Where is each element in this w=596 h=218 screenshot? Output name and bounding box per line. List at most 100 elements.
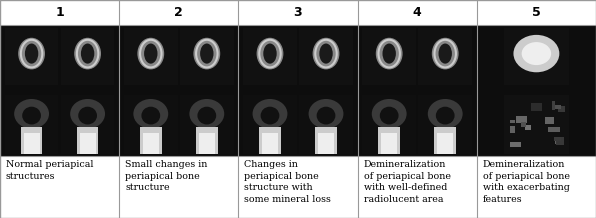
Bar bbox=[545, 102, 556, 110]
Bar bbox=[318, 133, 334, 154]
Ellipse shape bbox=[428, 99, 462, 129]
Bar bbox=[5, 95, 58, 154]
Ellipse shape bbox=[380, 107, 399, 124]
Text: 5: 5 bbox=[532, 6, 541, 19]
Ellipse shape bbox=[372, 99, 406, 129]
Bar bbox=[238, 25, 358, 156]
Ellipse shape bbox=[81, 44, 94, 64]
Ellipse shape bbox=[436, 107, 455, 124]
Bar bbox=[77, 128, 98, 154]
Bar bbox=[358, 156, 477, 218]
Bar bbox=[381, 133, 398, 154]
Text: 2: 2 bbox=[175, 6, 183, 19]
Ellipse shape bbox=[309, 99, 343, 129]
Bar bbox=[437, 133, 454, 154]
Bar bbox=[358, 0, 477, 25]
Ellipse shape bbox=[316, 107, 336, 124]
Ellipse shape bbox=[70, 99, 105, 129]
Ellipse shape bbox=[439, 44, 452, 64]
Ellipse shape bbox=[522, 42, 551, 65]
Ellipse shape bbox=[137, 38, 164, 69]
Bar bbox=[80, 133, 95, 154]
Bar bbox=[124, 95, 178, 154]
Bar bbox=[523, 114, 529, 118]
Bar bbox=[238, 156, 358, 218]
Bar bbox=[378, 128, 400, 154]
Bar bbox=[508, 118, 514, 124]
Bar bbox=[243, 95, 297, 154]
Bar bbox=[512, 125, 523, 131]
Text: 3: 3 bbox=[294, 6, 302, 19]
Bar bbox=[124, 28, 178, 85]
Ellipse shape bbox=[253, 99, 287, 129]
Bar bbox=[262, 133, 278, 154]
Bar bbox=[362, 28, 416, 85]
Bar bbox=[418, 28, 472, 85]
Bar bbox=[547, 104, 558, 108]
Ellipse shape bbox=[197, 107, 216, 124]
Bar bbox=[299, 95, 353, 154]
Bar bbox=[532, 117, 537, 123]
Bar bbox=[143, 133, 159, 154]
Bar bbox=[418, 95, 472, 154]
Bar bbox=[434, 128, 456, 154]
Ellipse shape bbox=[200, 44, 213, 64]
Bar bbox=[299, 28, 353, 85]
Ellipse shape bbox=[134, 99, 168, 129]
Bar bbox=[538, 119, 551, 125]
Bar bbox=[477, 0, 596, 25]
Bar bbox=[504, 28, 569, 85]
Ellipse shape bbox=[25, 44, 38, 64]
Bar bbox=[140, 128, 162, 154]
Text: Demineralization
of periapical bone
with well-defined
radiolucent area: Demineralization of periapical bone with… bbox=[364, 160, 451, 204]
Bar bbox=[477, 156, 596, 218]
Bar bbox=[180, 95, 234, 154]
Text: Demineralization
of periapical bone
with exacerbating
features: Demineralization of periapical bone with… bbox=[483, 160, 570, 204]
Bar bbox=[199, 133, 215, 154]
Ellipse shape bbox=[514, 35, 560, 72]
Ellipse shape bbox=[312, 38, 340, 69]
Ellipse shape bbox=[376, 38, 403, 69]
Bar bbox=[531, 132, 539, 136]
Bar bbox=[558, 105, 567, 112]
Bar bbox=[477, 25, 596, 156]
Ellipse shape bbox=[256, 38, 284, 69]
Bar bbox=[536, 124, 539, 127]
Bar bbox=[504, 95, 569, 154]
Ellipse shape bbox=[263, 44, 277, 64]
Text: Changes in
periapical bone
structure with
some mineral loss: Changes in periapical bone structure wit… bbox=[244, 160, 331, 204]
Bar bbox=[0, 156, 119, 218]
Bar bbox=[0, 25, 119, 156]
Bar bbox=[531, 103, 538, 111]
Bar bbox=[0, 0, 119, 25]
Bar bbox=[537, 107, 542, 111]
Ellipse shape bbox=[22, 107, 41, 124]
Ellipse shape bbox=[190, 99, 224, 129]
Text: Normal periapical
structures: Normal periapical structures bbox=[6, 160, 94, 181]
Bar bbox=[522, 119, 532, 128]
Bar bbox=[180, 28, 234, 85]
Ellipse shape bbox=[14, 99, 49, 129]
Bar bbox=[61, 95, 114, 154]
Bar bbox=[119, 0, 238, 25]
Ellipse shape bbox=[78, 107, 97, 124]
Text: Small changes in
periapical bone
structure: Small changes in periapical bone structu… bbox=[125, 160, 207, 192]
Ellipse shape bbox=[141, 107, 160, 124]
Ellipse shape bbox=[319, 44, 333, 64]
Bar bbox=[510, 141, 522, 145]
Text: 1: 1 bbox=[55, 6, 64, 19]
Bar bbox=[259, 128, 281, 154]
Bar bbox=[315, 128, 337, 154]
Bar bbox=[358, 25, 477, 156]
Bar bbox=[362, 95, 416, 154]
Bar bbox=[509, 138, 521, 143]
Ellipse shape bbox=[74, 38, 101, 69]
Bar bbox=[61, 28, 114, 85]
Ellipse shape bbox=[260, 107, 280, 124]
Ellipse shape bbox=[383, 44, 396, 64]
Ellipse shape bbox=[144, 44, 157, 64]
Bar bbox=[24, 133, 39, 154]
Bar bbox=[21, 128, 42, 154]
Text: 4: 4 bbox=[413, 6, 421, 19]
Ellipse shape bbox=[193, 38, 221, 69]
